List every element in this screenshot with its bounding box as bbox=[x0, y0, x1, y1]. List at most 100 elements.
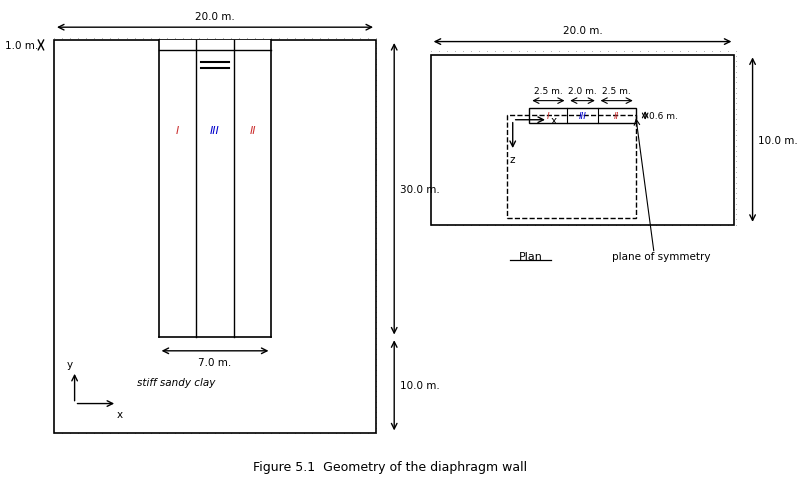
Point bbox=[112, 251, 125, 258]
Point bbox=[209, 61, 222, 69]
Point bbox=[481, 164, 494, 171]
Point bbox=[64, 303, 77, 311]
Point bbox=[338, 171, 350, 179]
Point bbox=[465, 200, 478, 208]
Point bbox=[354, 45, 366, 53]
Point bbox=[610, 184, 622, 192]
Point bbox=[305, 156, 318, 164]
Point bbox=[370, 229, 382, 237]
Point bbox=[80, 77, 93, 85]
Point bbox=[48, 287, 61, 295]
Point bbox=[489, 69, 502, 76]
Point bbox=[128, 87, 141, 95]
Point bbox=[233, 50, 246, 58]
Point bbox=[354, 98, 366, 106]
Point bbox=[698, 137, 710, 145]
Point bbox=[346, 382, 358, 390]
Point bbox=[144, 356, 157, 363]
Point bbox=[289, 298, 302, 305]
Point bbox=[209, 330, 222, 337]
Point bbox=[257, 135, 270, 142]
Point bbox=[289, 140, 302, 148]
Point bbox=[521, 200, 534, 208]
Point bbox=[241, 224, 254, 232]
Point bbox=[193, 114, 206, 121]
Point bbox=[354, 324, 366, 332]
Point bbox=[338, 424, 350, 432]
Point bbox=[233, 219, 246, 227]
Point bbox=[160, 224, 173, 232]
Point bbox=[706, 142, 718, 150]
Point bbox=[241, 303, 254, 311]
Point bbox=[578, 58, 590, 66]
Point bbox=[305, 135, 318, 142]
Point bbox=[354, 77, 366, 85]
Point bbox=[354, 50, 366, 58]
Point bbox=[104, 377, 117, 385]
Point bbox=[80, 50, 93, 58]
Point bbox=[185, 235, 198, 242]
Point bbox=[561, 221, 574, 229]
Point bbox=[168, 261, 181, 269]
Point bbox=[610, 216, 622, 224]
Point bbox=[168, 314, 181, 321]
Point bbox=[241, 177, 254, 184]
Point bbox=[217, 403, 230, 411]
Point bbox=[225, 261, 238, 269]
Point bbox=[289, 156, 302, 164]
Point bbox=[144, 240, 157, 248]
Point bbox=[273, 266, 286, 274]
Point bbox=[241, 187, 254, 195]
Point bbox=[48, 213, 61, 221]
Point bbox=[330, 77, 342, 85]
Point bbox=[682, 63, 694, 71]
Point bbox=[225, 251, 238, 258]
Point bbox=[168, 356, 181, 363]
Point bbox=[354, 393, 366, 400]
Point bbox=[241, 261, 254, 269]
Point bbox=[346, 272, 358, 279]
Point bbox=[265, 419, 278, 427]
Point bbox=[561, 74, 574, 82]
Point bbox=[273, 166, 286, 174]
Point bbox=[561, 174, 574, 182]
Point bbox=[642, 47, 654, 55]
Point bbox=[56, 66, 69, 74]
Point bbox=[144, 424, 157, 432]
Point bbox=[314, 129, 326, 137]
Point bbox=[144, 419, 157, 427]
Point bbox=[209, 308, 222, 316]
Point bbox=[690, 200, 702, 208]
Point bbox=[112, 293, 125, 301]
Point bbox=[88, 303, 101, 311]
Point bbox=[128, 235, 141, 242]
Point bbox=[658, 216, 670, 224]
Point bbox=[698, 221, 710, 229]
Point bbox=[225, 193, 238, 200]
Point bbox=[64, 161, 77, 169]
Point bbox=[104, 240, 117, 248]
Point bbox=[48, 335, 61, 343]
Point bbox=[56, 135, 69, 142]
Point bbox=[160, 45, 173, 53]
Point bbox=[48, 166, 61, 174]
Point bbox=[330, 372, 342, 379]
Point bbox=[610, 174, 622, 182]
Point bbox=[112, 408, 125, 416]
Point bbox=[265, 308, 278, 316]
Point bbox=[281, 319, 294, 327]
Point bbox=[338, 277, 350, 285]
Point bbox=[666, 211, 678, 219]
Point bbox=[281, 245, 294, 253]
Point bbox=[96, 82, 109, 90]
Point bbox=[72, 187, 85, 195]
Point bbox=[273, 229, 286, 237]
Point bbox=[201, 408, 214, 416]
Point bbox=[594, 169, 606, 177]
Point bbox=[481, 90, 494, 97]
Point bbox=[185, 256, 198, 263]
Point bbox=[305, 308, 318, 316]
Point bbox=[730, 179, 743, 187]
Point bbox=[177, 92, 190, 100]
Point bbox=[104, 324, 117, 332]
